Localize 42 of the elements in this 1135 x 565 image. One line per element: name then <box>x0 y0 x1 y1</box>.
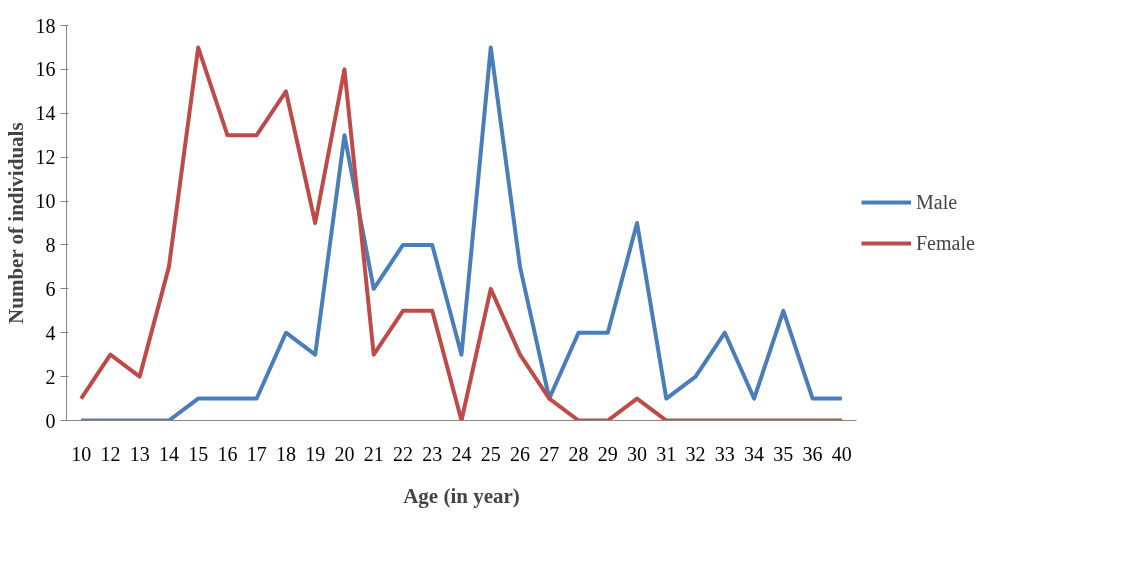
x-tick-label: 25 <box>480 442 501 465</box>
x-tick-label: 14 <box>158 442 179 465</box>
x-tick-label: 28 <box>568 442 589 465</box>
legend-label: Male <box>916 190 958 214</box>
y-tick-label: 4 <box>45 321 56 344</box>
x-tick-label: 27 <box>539 442 560 465</box>
x-tick-label: 21 <box>363 442 384 465</box>
y-tick-label: 10 <box>35 190 56 213</box>
x-tick-label: 24 <box>451 442 472 465</box>
x-tick-label: 15 <box>188 442 209 465</box>
x-axis-title: Age (in year) <box>403 483 520 508</box>
y-tick-label: 16 <box>35 58 56 81</box>
x-tick-label: 12 <box>100 442 121 465</box>
y-tick-label: 8 <box>45 233 56 256</box>
x-tick-label: 40 <box>831 442 852 465</box>
x-tick-label: 23 <box>422 442 443 465</box>
y-tick-label: 6 <box>45 277 56 300</box>
x-tick-label: 32 <box>685 442 706 465</box>
y-tick-label: 14 <box>35 102 56 125</box>
y-tick-label: 12 <box>35 146 56 169</box>
x-tick-label: 33 <box>714 442 735 465</box>
x-tick-label: 34 <box>744 442 765 465</box>
y-axis-title: Number of individuals <box>3 122 28 324</box>
x-tick-label: 26 <box>510 442 531 465</box>
x-tick-label: 10 <box>71 442 92 465</box>
x-tick-label: 29 <box>597 442 618 465</box>
x-tick-label: 19 <box>305 442 326 465</box>
y-tick-label: 0 <box>45 409 56 432</box>
x-tick-label: 22 <box>392 442 413 465</box>
x-tick-label: 13 <box>129 442 150 465</box>
x-tick-label: 35 <box>773 442 794 465</box>
legend-label: Female <box>916 231 975 255</box>
line-series <box>79 45 844 421</box>
x-tick-label: 16 <box>217 442 238 465</box>
x-tick-label: 18 <box>275 442 296 465</box>
y-tick-label: 2 <box>45 365 56 388</box>
x-tick-label: 17 <box>246 442 267 465</box>
y-tick-label: 18 <box>35 14 56 37</box>
x-tick-label: 31 <box>656 442 677 465</box>
x-tick-label: 30 <box>627 442 648 465</box>
x-tick-label: 36 <box>802 442 823 465</box>
x-tick-label: 20 <box>334 442 355 465</box>
